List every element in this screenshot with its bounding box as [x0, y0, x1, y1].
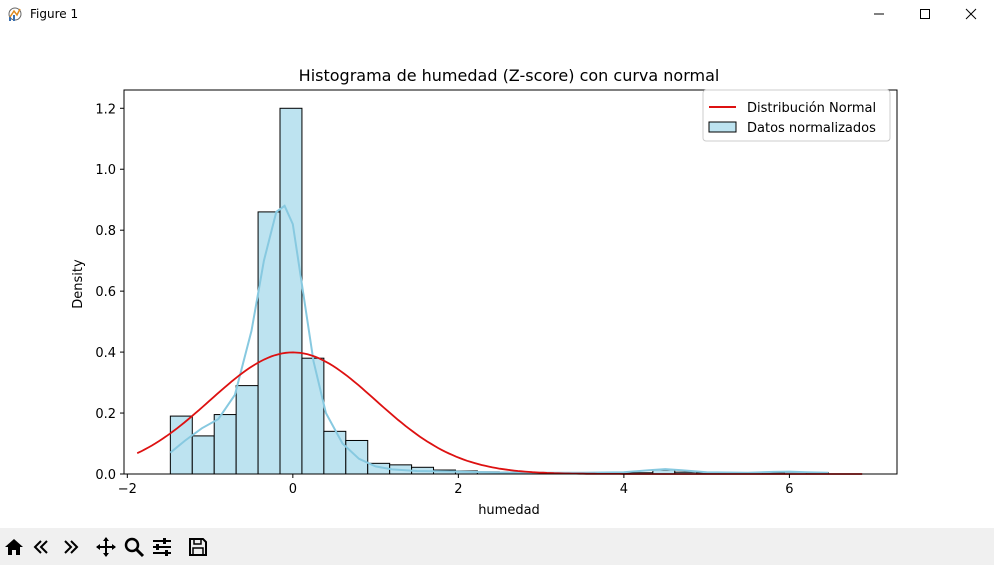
histogram-bar: [323, 430, 347, 475]
zoom-button[interactable]: [120, 533, 148, 561]
matplotlib-toolbar: [0, 528, 994, 565]
figure-canvas[interactable]: Histograma de humedad (Z-score) con curv…: [0, 28, 994, 528]
y-axis-label: Density: [71, 259, 86, 309]
minimize-button[interactable]: [856, 0, 902, 28]
histogram-bar: [301, 357, 325, 475]
y-tick-label: 0.2: [95, 407, 116, 422]
back-button[interactable]: [28, 533, 56, 561]
minimize-icon: [874, 13, 884, 15]
histogram-bar: [235, 385, 259, 475]
histogram-bar: [279, 107, 303, 475]
save-button[interactable]: [184, 533, 212, 561]
histogram-bars: [169, 107, 829, 475]
save-icon: [189, 537, 207, 556]
histogram-bar: [191, 435, 215, 475]
y-tick-label: 1.2: [95, 102, 116, 117]
x-tick-label: −2: [118, 482, 137, 497]
forward-button[interactable]: [56, 533, 84, 561]
maximize-button[interactable]: [902, 0, 948, 28]
pan-icon: [96, 536, 116, 557]
back-icon: [33, 539, 48, 554]
legend-hist-label: Datos normalizados: [747, 121, 876, 136]
axes-frame: [123, 89, 898, 475]
close-icon: [965, 8, 977, 20]
app-icon: [8, 7, 22, 21]
kde-curve: [169, 204, 829, 474]
configure-subplots-button[interactable]: [148, 533, 176, 561]
y-tick-label: 0.4: [95, 346, 116, 361]
x-axis-label: humedad: [478, 503, 540, 518]
y-tick-label: 1.0: [95, 163, 116, 178]
window-title: Figure 1: [30, 7, 79, 21]
configure-subplots-icon: [153, 537, 171, 556]
window-titlebar: Figure 1: [0, 0, 994, 28]
y-tick-label: 0.6: [95, 285, 116, 300]
pan-button[interactable]: [92, 533, 120, 561]
zoom-icon: [124, 537, 145, 557]
x-tick-label: 0: [289, 482, 297, 497]
maximize-icon: [920, 9, 930, 19]
legend-normal-label: Distribución Normal: [747, 101, 876, 116]
close-button[interactable]: [948, 0, 994, 28]
x-tick-label: 6: [785, 482, 793, 497]
forward-icon: [64, 539, 79, 554]
home-icon: [5, 538, 23, 555]
histogram-bar: [213, 414, 237, 475]
y-axis-ticks: 0.0 0.2 0.4 0.6 0.8 1.0 1.2: [95, 102, 124, 483]
x-axis-ticks: −2 0 2 4 6: [118, 474, 794, 497]
chart-title: Histograma de humedad (Z-score) con curv…: [299, 66, 720, 85]
home-button[interactable]: [0, 533, 28, 561]
x-tick-label: 4: [620, 482, 628, 497]
x-tick-label: 2: [454, 482, 462, 497]
histogram-chart: Histograma de humedad (Z-score) con curv…: [71, 66, 898, 518]
chart-legend: Distribución Normal Datos normalizados: [702, 89, 891, 142]
legend-box: [702, 89, 891, 142]
histogram-bar: [257, 211, 281, 475]
window-controls: [856, 0, 994, 28]
y-tick-label: 0.8: [95, 224, 116, 239]
legend-hist-swatch: [708, 121, 737, 133]
y-tick-label: 0.0: [95, 468, 116, 483]
